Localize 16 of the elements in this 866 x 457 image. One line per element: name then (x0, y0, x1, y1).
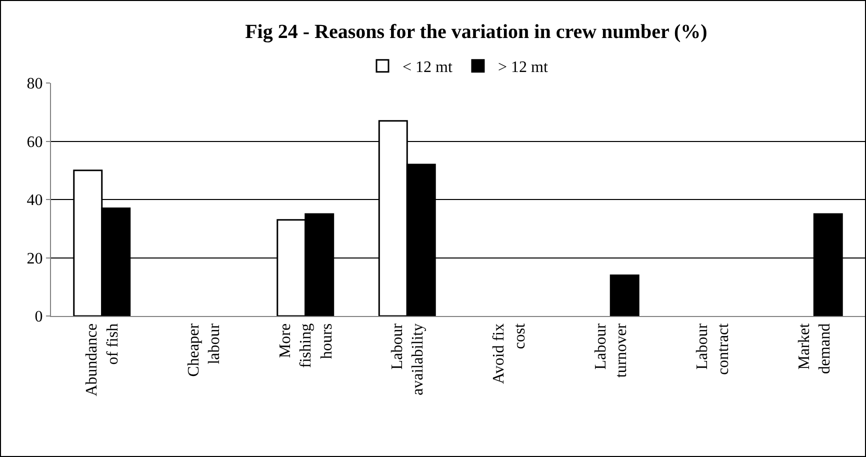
x-tick-label: Market demand (796, 322, 834, 374)
x-tick-label: Labour contract (694, 322, 732, 375)
y-tick-label: 20 (26, 250, 43, 268)
bar (610, 274, 640, 316)
legend-label: < 12 mt (402, 59, 453, 76)
legend-label: > 12 mt (498, 59, 548, 76)
x-tick-label: More fishing hours (276, 323, 336, 368)
chart-title: Fig 24 - Reasons for the variation in crew number (%) (245, 20, 708, 43)
x-tick-label: Abundance of fish (84, 323, 122, 396)
x-tick-label: Labour turnover (592, 322, 630, 378)
y-tick-label: 80 (26, 76, 43, 93)
y-tick-label: 40 (26, 192, 43, 210)
y-tick-label: 60 (26, 134, 43, 151)
x-tick-label: Avoid fix cost (490, 322, 528, 384)
y-tick-label: 0 (34, 308, 43, 326)
x-tick-label: Cheaper labour (185, 322, 224, 377)
